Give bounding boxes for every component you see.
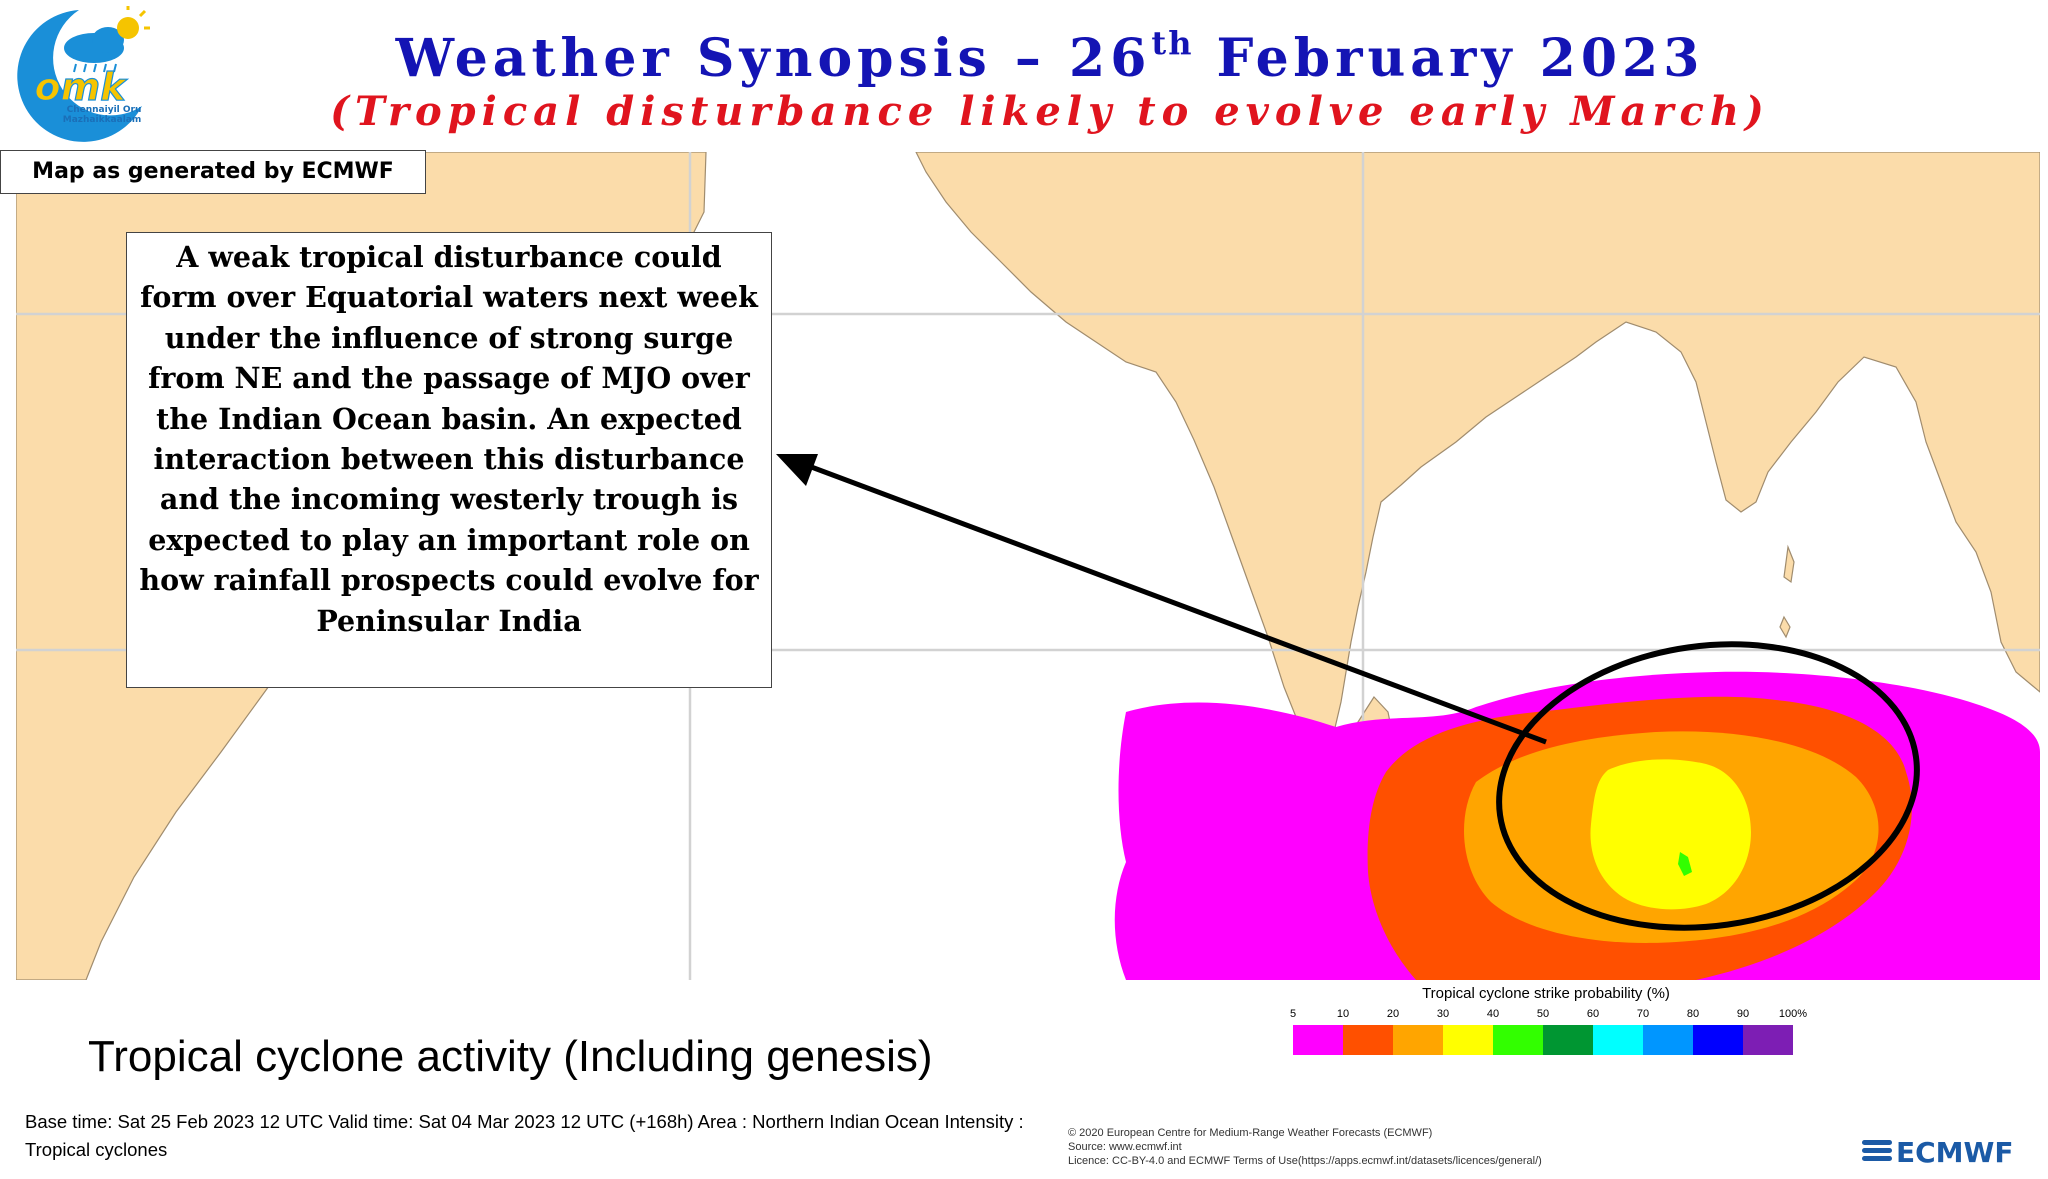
logo-line1: Chennaiyil Oru xyxy=(67,105,142,115)
legend-swatch xyxy=(1293,1025,1343,1055)
legend-swatch xyxy=(1393,1025,1443,1055)
legend-swatch xyxy=(1643,1025,1693,1055)
legend-tick-label: 30 xyxy=(1436,1008,1450,1020)
legend-swatch xyxy=(1743,1025,1793,1055)
legend-tick-label: 70 xyxy=(1636,1008,1650,1020)
map-source-label: Map as generated by ECMWF xyxy=(0,150,426,194)
legend-swatch xyxy=(1443,1025,1493,1055)
legend-ticks: 5 10 20 30 40 50 60 70 80 90 100% xyxy=(1280,1008,1820,1022)
page-title: Weather Synopsis – 26th February 2023 xyxy=(395,24,1705,89)
base-time-info: Base time: Sat 25 Feb 2023 12 UTC Valid … xyxy=(25,1111,1024,1160)
ecmwf-logo-text: ECMWF xyxy=(1896,1136,2014,1169)
legend-tick-label: 40 xyxy=(1486,1008,1500,1020)
prob-40-area xyxy=(1678,852,1692,876)
legend-tick-label: 90 xyxy=(1736,1008,1750,1020)
legend-title: Tropical cyclone strike probability (%) xyxy=(1422,985,1670,1002)
legend-swatch xyxy=(1693,1025,1743,1055)
legend-swatch xyxy=(1343,1025,1393,1055)
copyright-notice: © 2020 European Centre for Medium-Range … xyxy=(1068,1127,1542,1167)
callout-arrow xyxy=(797,459,1547,745)
legend-tick-label: 100% xyxy=(1778,1008,1808,1020)
legend-tick-label: 10 xyxy=(1336,1008,1350,1020)
legend-swatch xyxy=(1593,1025,1643,1055)
omk-logo: omk Chennaiyil Oru Mazhaikkaalam xyxy=(17,6,150,142)
legend-tick-label: 80 xyxy=(1686,1008,1700,1020)
prob-30-area xyxy=(1590,759,1751,910)
legend-swatch xyxy=(1543,1025,1593,1055)
legend-tick-label: 5 xyxy=(1289,1008,1297,1020)
legend-color-bar xyxy=(1293,1025,1793,1055)
legend-tick-label: 60 xyxy=(1586,1008,1600,1020)
forecast-callout: A weak tropical disturbance could form o… xyxy=(126,232,772,688)
page-subtitle: (Tropical disturbance likely to evolve e… xyxy=(330,88,1770,135)
probability-legend: Tropical cyclone strike probability (%) … xyxy=(1280,985,1820,1057)
legend-tick-label: 50 xyxy=(1536,1008,1550,1020)
activity-title: Tropical cyclone activity (Including gen… xyxy=(88,1032,933,1081)
legend-swatch xyxy=(1493,1025,1543,1055)
logo-line2: Mazhaikkaalam xyxy=(63,115,142,125)
ecmwf-logo: ECMWF xyxy=(1862,1136,2014,1169)
land-india-asia xyxy=(915,152,2040,753)
logo-text: omk xyxy=(35,65,129,109)
legend-tick-label: 20 xyxy=(1386,1008,1400,1020)
disturbance-highlight-ring xyxy=(1496,641,1920,931)
